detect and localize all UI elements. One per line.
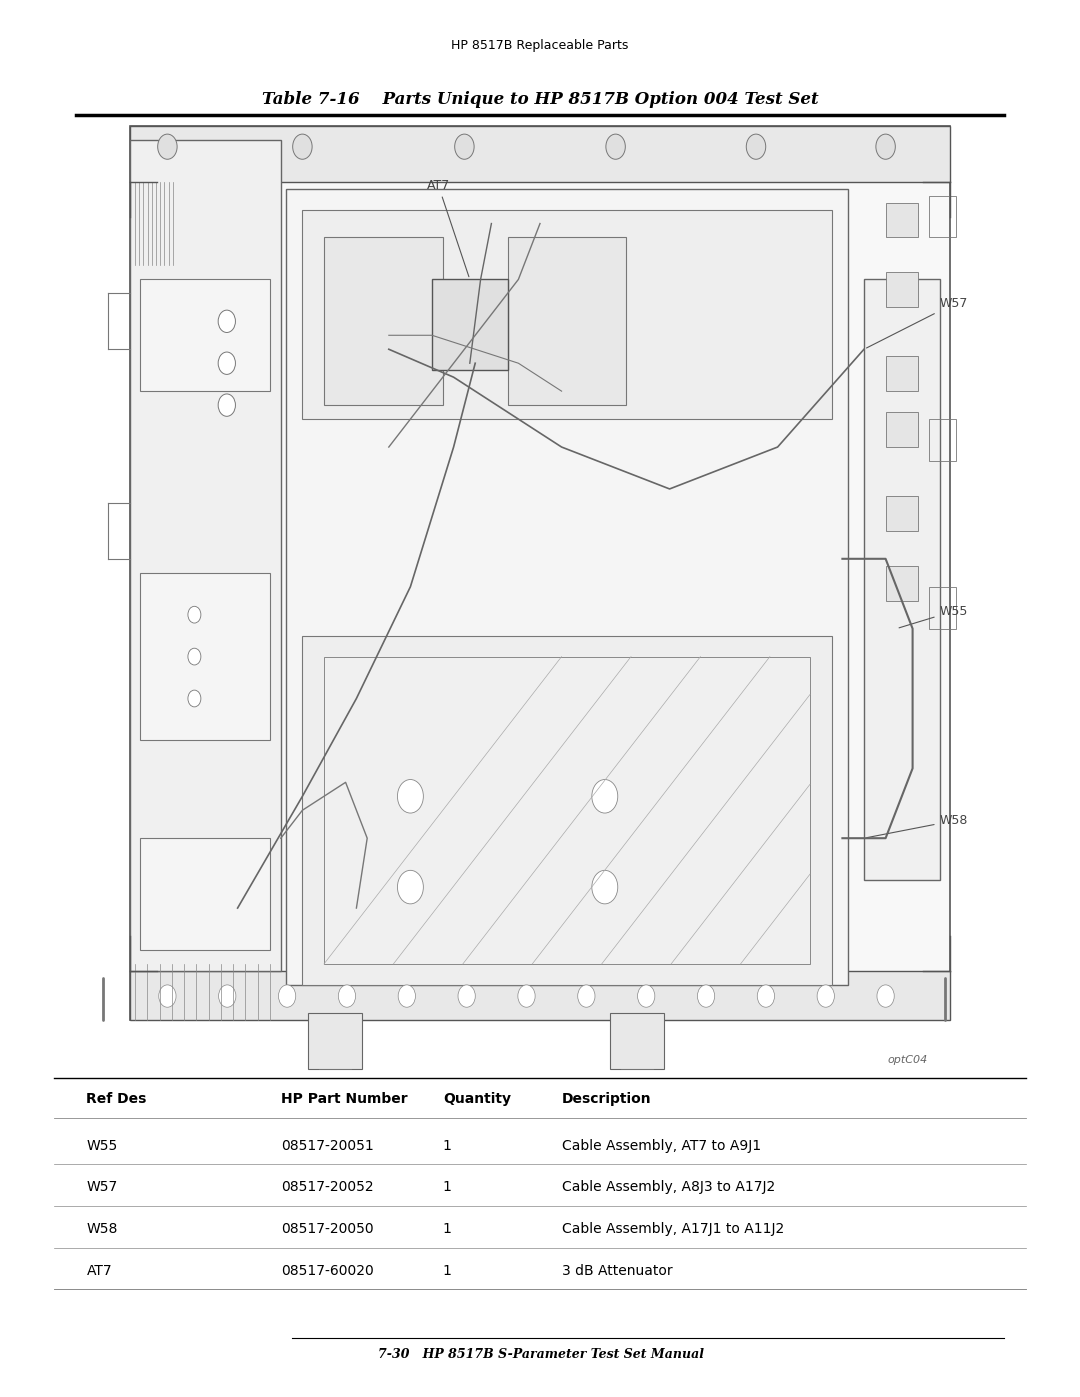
Circle shape bbox=[592, 780, 618, 813]
Circle shape bbox=[746, 134, 766, 159]
Text: 1: 1 bbox=[443, 1264, 451, 1278]
Bar bbox=[324, 237, 443, 405]
Text: W55: W55 bbox=[86, 1139, 118, 1153]
Text: W55: W55 bbox=[899, 605, 968, 627]
Circle shape bbox=[578, 985, 595, 1007]
Circle shape bbox=[397, 870, 423, 904]
Bar bbox=[886, 412, 918, 447]
Circle shape bbox=[592, 870, 618, 904]
Text: W58: W58 bbox=[86, 1222, 118, 1236]
Circle shape bbox=[188, 648, 201, 665]
Bar bbox=[140, 838, 270, 950]
Text: 08517-20051: 08517-20051 bbox=[281, 1139, 374, 1153]
Text: Cable Assembly, A17J1 to A11J2: Cable Assembly, A17J1 to A11J2 bbox=[562, 1222, 784, 1236]
Bar bbox=[886, 203, 918, 237]
Text: HP Part Number: HP Part Number bbox=[281, 1092, 407, 1106]
Bar bbox=[140, 573, 270, 740]
Circle shape bbox=[877, 985, 894, 1007]
Circle shape bbox=[397, 780, 423, 813]
Text: HP 8517B Replaceable Parts: HP 8517B Replaceable Parts bbox=[451, 39, 629, 52]
Bar bbox=[324, 657, 810, 964]
Text: Quantity: Quantity bbox=[443, 1092, 511, 1106]
Text: optC04: optC04 bbox=[887, 1055, 928, 1065]
Text: Table 7-16    Parts Unique to HP 8517B Option 004 Test Set: Table 7-16 Parts Unique to HP 8517B Opti… bbox=[261, 91, 819, 108]
Bar bbox=[302, 636, 832, 985]
Text: 08517-60020: 08517-60020 bbox=[281, 1264, 374, 1278]
Text: Description: Description bbox=[562, 1092, 651, 1106]
Bar bbox=[302, 210, 832, 419]
Circle shape bbox=[293, 134, 312, 159]
Circle shape bbox=[218, 394, 235, 416]
Circle shape bbox=[517, 985, 535, 1007]
Bar bbox=[308, 1013, 362, 1069]
Text: Cable Assembly, AT7 to A9J1: Cable Assembly, AT7 to A9J1 bbox=[562, 1139, 760, 1153]
Circle shape bbox=[455, 134, 474, 159]
Text: W58: W58 bbox=[867, 814, 968, 838]
Circle shape bbox=[159, 985, 176, 1007]
Bar bbox=[886, 356, 918, 391]
Text: AT7: AT7 bbox=[86, 1264, 112, 1278]
Bar bbox=[140, 279, 270, 391]
Circle shape bbox=[458, 985, 475, 1007]
Circle shape bbox=[188, 690, 201, 707]
Text: 08517-20050: 08517-20050 bbox=[281, 1222, 374, 1236]
Bar bbox=[286, 189, 848, 985]
Bar bbox=[929, 587, 956, 629]
Circle shape bbox=[279, 985, 296, 1007]
Bar bbox=[130, 126, 950, 182]
Bar bbox=[929, 419, 956, 461]
Bar bbox=[508, 237, 626, 405]
Circle shape bbox=[218, 352, 235, 374]
Circle shape bbox=[338, 985, 355, 1007]
Bar bbox=[886, 566, 918, 601]
Bar bbox=[886, 496, 918, 531]
Circle shape bbox=[698, 985, 715, 1007]
Bar bbox=[432, 279, 508, 370]
Text: 1: 1 bbox=[443, 1180, 451, 1194]
Bar bbox=[864, 279, 940, 880]
Circle shape bbox=[218, 985, 235, 1007]
Text: 3 dB Attenuator: 3 dB Attenuator bbox=[562, 1264, 672, 1278]
Text: W57: W57 bbox=[86, 1180, 118, 1194]
Bar bbox=[130, 140, 281, 971]
Circle shape bbox=[218, 310, 235, 332]
Circle shape bbox=[188, 606, 201, 623]
Bar bbox=[929, 196, 956, 237]
Bar bbox=[886, 272, 918, 307]
Circle shape bbox=[876, 134, 895, 159]
Bar bbox=[130, 126, 950, 1020]
Circle shape bbox=[158, 134, 177, 159]
Text: Ref Des: Ref Des bbox=[86, 1092, 147, 1106]
Circle shape bbox=[637, 985, 654, 1007]
Circle shape bbox=[757, 985, 774, 1007]
Bar bbox=[130, 971, 950, 1020]
Circle shape bbox=[818, 985, 835, 1007]
Text: 1: 1 bbox=[443, 1222, 451, 1236]
Text: Cable Assembly, A8J3 to A17J2: Cable Assembly, A8J3 to A17J2 bbox=[562, 1180, 774, 1194]
Text: AT7: AT7 bbox=[427, 179, 469, 277]
Bar bbox=[610, 1013, 664, 1069]
Text: W57: W57 bbox=[866, 298, 968, 348]
Circle shape bbox=[606, 134, 625, 159]
Text: 7-30   HP 8517B S-Parameter Test Set Manual: 7-30 HP 8517B S-Parameter Test Set Manua… bbox=[378, 1348, 704, 1361]
Text: 08517-20052: 08517-20052 bbox=[281, 1180, 374, 1194]
Text: 1: 1 bbox=[443, 1139, 451, 1153]
Circle shape bbox=[399, 985, 416, 1007]
